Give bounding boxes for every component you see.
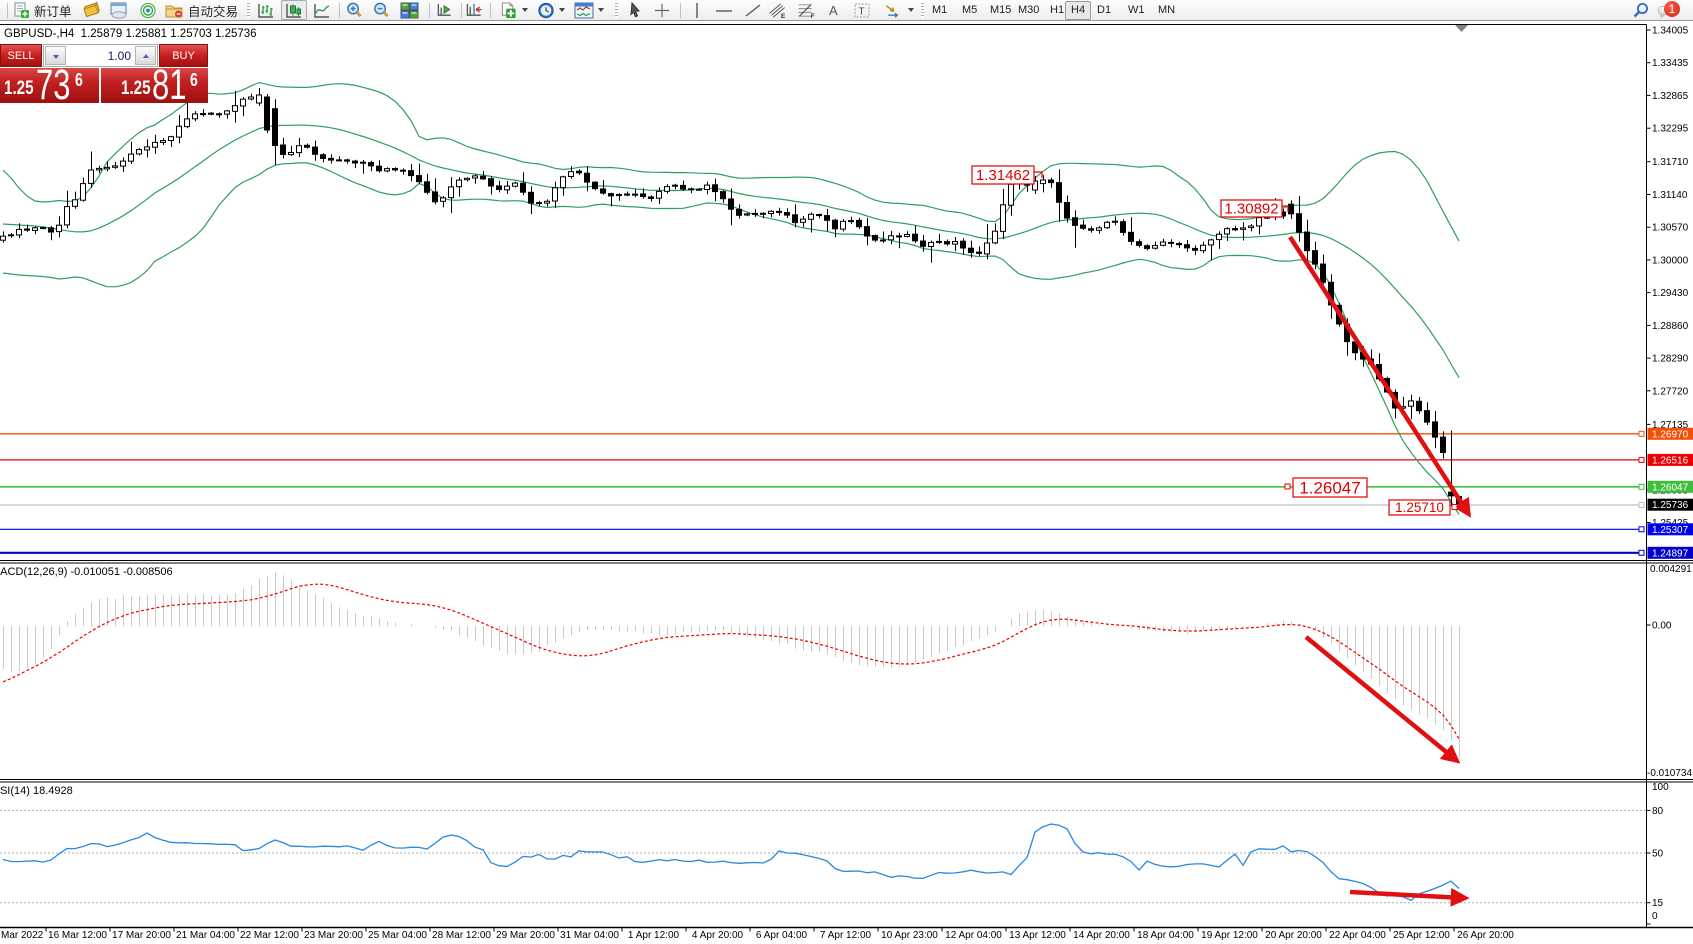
svg-text:21 Mar 04:00: 21 Mar 04:00 — [176, 930, 235, 941]
svg-text:0: 0 — [1652, 911, 1658, 922]
svg-text:1.30000: 1.30000 — [1652, 255, 1689, 266]
svg-text:1.34005: 1.34005 — [1652, 26, 1689, 37]
svg-text:T: T — [859, 7, 865, 18]
svg-text:25 Mar 04:00: 25 Mar 04:00 — [368, 930, 427, 941]
svg-text:1 Apr 12:00: 1 Apr 12:00 — [628, 930, 680, 941]
svg-text:13 Apr 12:00: 13 Apr 12:00 — [1009, 930, 1066, 941]
svg-text:1.24897: 1.24897 — [1652, 548, 1689, 559]
svg-text:1.25736: 1.25736 — [1652, 500, 1689, 511]
svg-text:50: 50 — [1652, 849, 1664, 860]
svg-text:0.00: 0.00 — [1652, 621, 1672, 632]
svg-text:29 Mar 20:00: 29 Mar 20:00 — [496, 930, 555, 941]
svg-text:1.26970: 1.26970 — [1652, 429, 1689, 440]
svg-text:1.31710: 1.31710 — [1652, 157, 1689, 168]
svg-text:E: E — [781, 13, 786, 19]
svg-text:1.28290: 1.28290 — [1652, 354, 1689, 365]
svg-text:1.32865: 1.32865 — [1652, 91, 1689, 102]
svg-text:17 Mar 20:00: 17 Mar 20:00 — [112, 930, 171, 941]
svg-text:4 Apr 20:00: 4 Apr 20:00 — [692, 930, 744, 941]
svg-text:31 Mar 04:00: 31 Mar 04:00 — [560, 930, 619, 941]
svg-text:26 Apr 20:00: 26 Apr 20:00 — [1457, 930, 1514, 941]
svg-text:10 Apr 23:00: 10 Apr 23:00 — [881, 930, 938, 941]
svg-text:80: 80 — [1652, 806, 1664, 817]
svg-text:1.25710: 1.25710 — [1395, 500, 1444, 515]
svg-text:1.28860: 1.28860 — [1652, 321, 1689, 332]
svg-text:23 Mar 20:00: 23 Mar 20:00 — [304, 930, 363, 941]
svg-text:1.30570: 1.30570 — [1652, 223, 1689, 234]
svg-text:1.26047: 1.26047 — [1299, 478, 1360, 497]
svg-text:1.31462: 1.31462 — [976, 167, 1030, 184]
svg-text:16 Mar 12:00: 16 Mar 12:00 — [48, 930, 107, 941]
svg-text:22 Mar 12:00: 22 Mar 12:00 — [240, 930, 299, 941]
svg-text:1.26047: 1.26047 — [1652, 482, 1689, 493]
svg-text:28 Mar 12:00: 28 Mar 12:00 — [432, 930, 491, 941]
svg-text:1.26516: 1.26516 — [1652, 455, 1689, 466]
svg-text:18 Apr 04:00: 18 Apr 04:00 — [1137, 930, 1194, 941]
svg-text:15: 15 — [1652, 898, 1664, 909]
svg-text:22 Apr 04:00: 22 Apr 04:00 — [1329, 930, 1386, 941]
svg-text:1.27135: 1.27135 — [1652, 420, 1689, 431]
svg-text:25 Apr 12:00: 25 Apr 12:00 — [1393, 930, 1450, 941]
svg-text:14 Apr 20:00: 14 Apr 20:00 — [1073, 930, 1130, 941]
svg-text:1.30892: 1.30892 — [1224, 201, 1278, 218]
svg-text:GBPUSD-,H4 1.25879 1.25881 1.: GBPUSD-,H4 1.25879 1.25881 1.25703 1.257… — [4, 28, 257, 40]
svg-text:1.32295: 1.32295 — [1652, 124, 1689, 135]
svg-text:100: 100 — [1652, 782, 1669, 793]
svg-text:MACD(12,26,9) -0.010051 -0.008: MACD(12,26,9) -0.010051 -0.008506 — [0, 566, 173, 578]
svg-text:1.29430: 1.29430 — [1652, 288, 1689, 299]
svg-text:RSI(14) 18.4928: RSI(14) 18.4928 — [0, 785, 73, 797]
svg-text:12 Apr 04:00: 12 Apr 04:00 — [945, 930, 1002, 941]
svg-text:-0.010734: -0.010734 — [1647, 768, 1692, 779]
svg-text:6 Apr 04:00: 6 Apr 04:00 — [756, 930, 808, 941]
svg-text:20 Apr 20:00: 20 Apr 20:00 — [1265, 930, 1322, 941]
svg-text:7 Apr 12:00: 7 Apr 12:00 — [820, 930, 872, 941]
svg-text:Mar 2022: Mar 2022 — [1, 930, 44, 941]
svg-text:1.25307: 1.25307 — [1652, 525, 1689, 536]
svg-text:1.31140: 1.31140 — [1652, 190, 1688, 201]
svg-text:1.33435: 1.33435 — [1652, 58, 1689, 69]
svg-text:F: F — [811, 13, 815, 19]
svg-text:19 Apr 12:00: 19 Apr 12:00 — [1201, 930, 1258, 941]
svg-text:1.27720: 1.27720 — [1652, 386, 1689, 397]
svg-text:0.004291: 0.004291 — [1650, 564, 1692, 575]
